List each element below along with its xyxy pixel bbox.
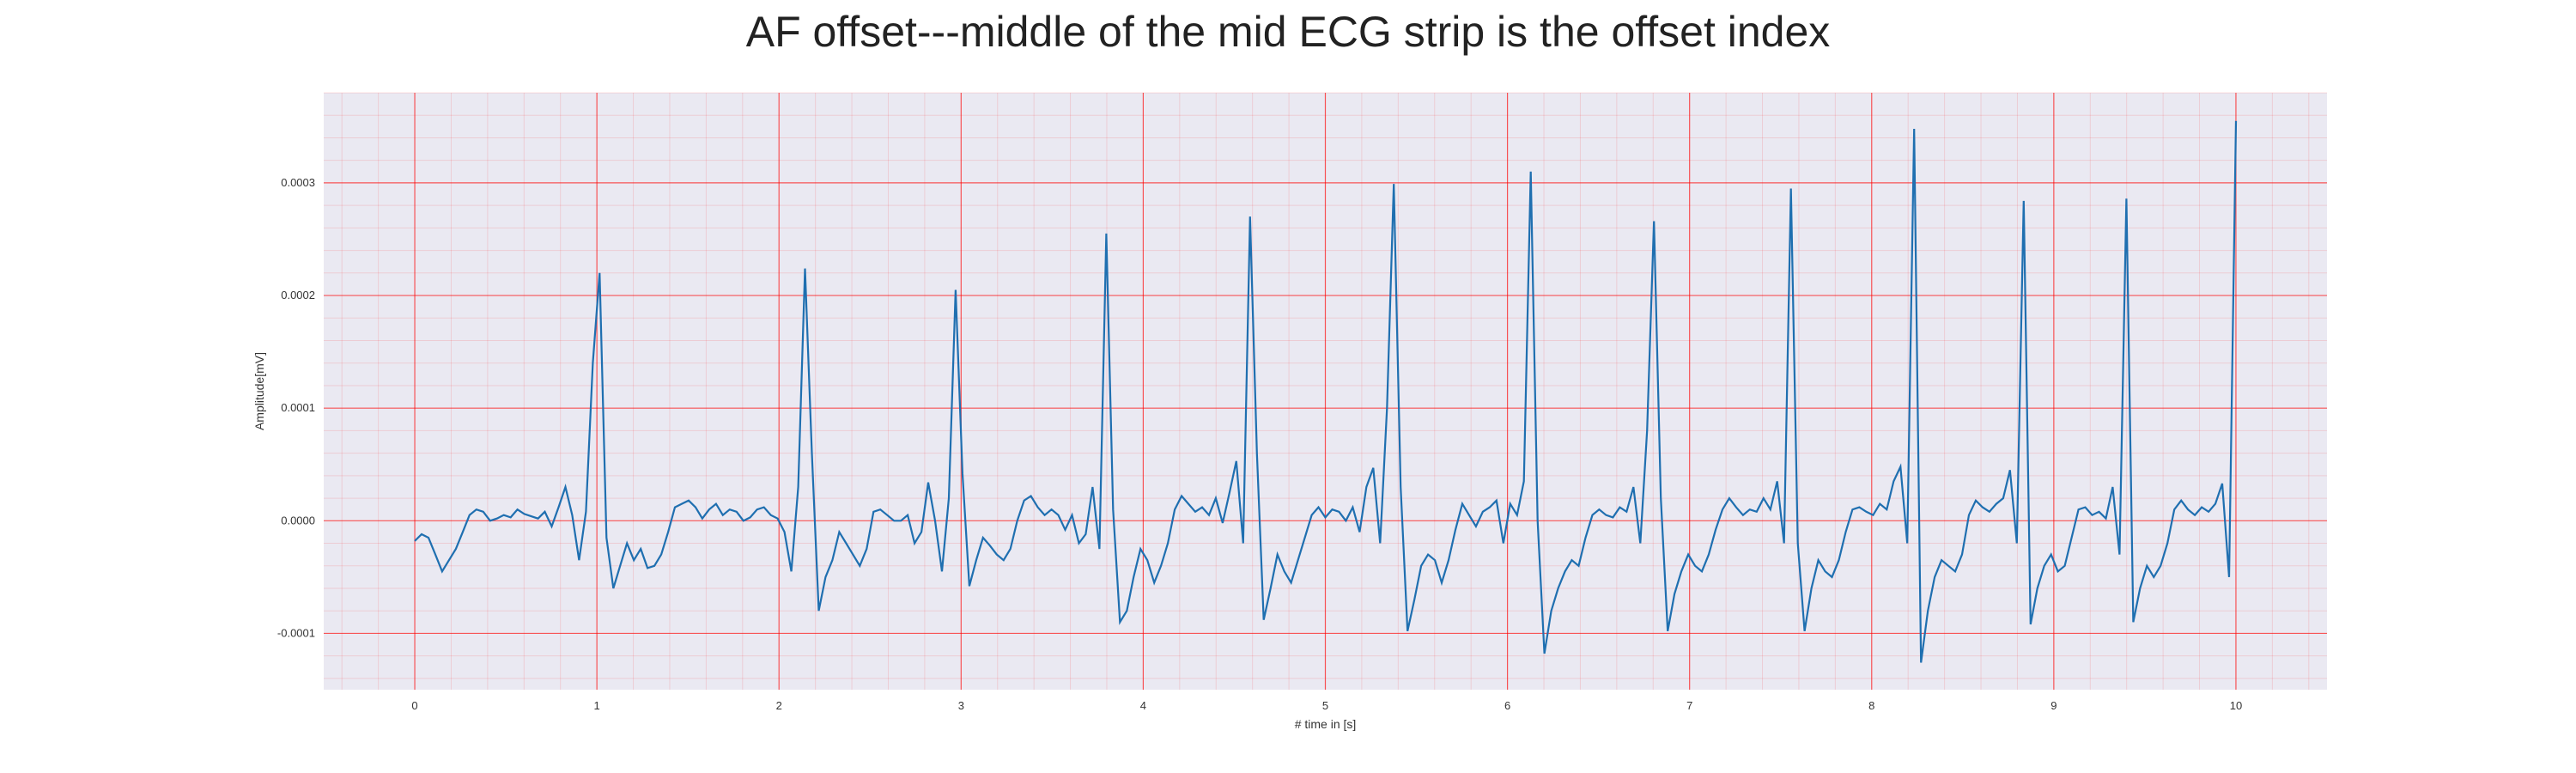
y-axis-label: Amplitude[mV] bbox=[252, 352, 266, 430]
x-axis-ticks: 0 1 2 3 4 5 6 7 8 9 10 bbox=[411, 699, 2242, 712]
y-tick-label: 0.0001 bbox=[281, 401, 315, 414]
x-axis-label: # time in [s] bbox=[1295, 717, 1357, 731]
x-tick-label: 8 bbox=[1868, 699, 1874, 712]
x-tick-label: 1 bbox=[594, 699, 600, 712]
x-tick-label: 6 bbox=[1504, 699, 1510, 712]
y-tick-label: 0.0000 bbox=[281, 514, 315, 526]
x-tick-label: 9 bbox=[2050, 699, 2057, 712]
chart-title: AF offset---middle of the mid ECG strip … bbox=[745, 8, 1831, 56]
y-tick-label: -0.0001 bbox=[277, 626, 315, 639]
x-tick-label: 0 bbox=[411, 699, 417, 712]
x-tick-label: 3 bbox=[958, 699, 964, 712]
x-tick-label: 4 bbox=[1140, 699, 1146, 712]
x-tick-label: 5 bbox=[1322, 699, 1328, 712]
x-tick-label: 2 bbox=[776, 699, 782, 712]
y-axis-ticks: -0.0001 0.0000 0.0001 0.0002 0.0003 bbox=[277, 176, 315, 640]
ecg-series-line bbox=[414, 120, 2238, 663]
x-tick-label: 7 bbox=[1686, 699, 1692, 712]
x-tick-label: 10 bbox=[2230, 699, 2242, 712]
y-tick-label: 0.0003 bbox=[281, 176, 315, 189]
y-tick-label: 0.0002 bbox=[281, 289, 315, 301]
major-grid bbox=[324, 93, 2327, 690]
